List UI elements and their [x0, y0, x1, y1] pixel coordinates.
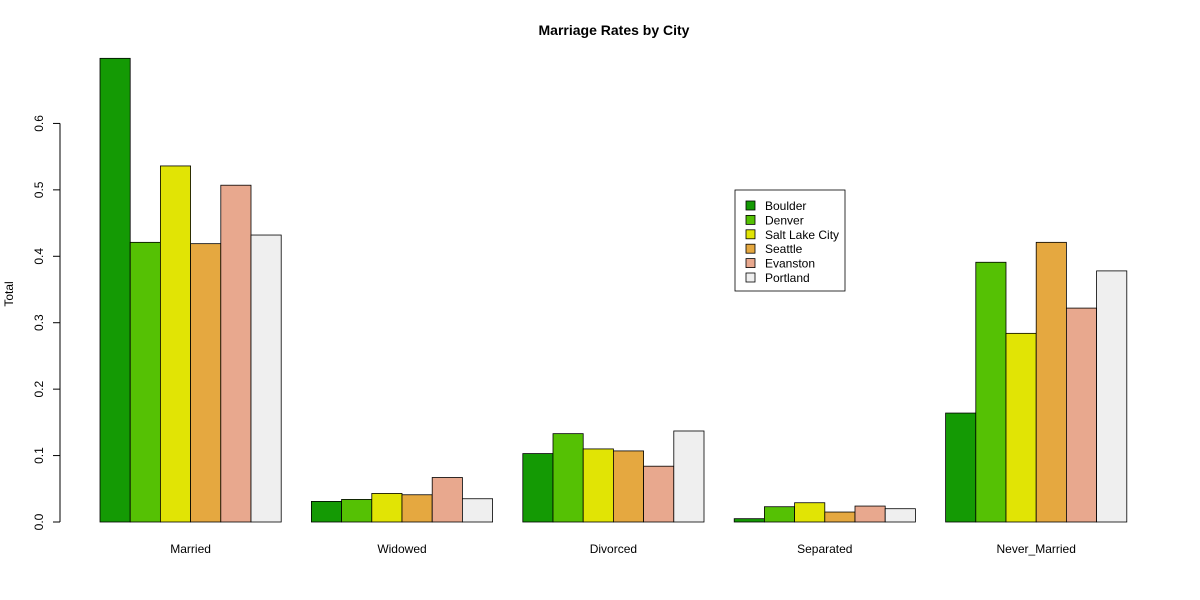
legend-swatch: [745, 272, 756, 283]
category-label: Married: [170, 542, 211, 556]
category-label: Widowed: [377, 542, 426, 556]
legend-swatch: [745, 243, 756, 254]
bar-evanston-separated: [854, 505, 886, 523]
chart-title: Marriage Rates by City: [539, 22, 690, 38]
y-tick-label: 0.1: [32, 447, 46, 464]
bar-boulder-never_married: [945, 412, 977, 523]
bar-boulder-divorced: [522, 453, 554, 523]
y-axis: 0.0 0.1 0.2 0.3 0.4 0.5 0.6: [32, 115, 61, 530]
y-tick-label: 0.4: [32, 248, 46, 265]
category-label: Divorced: [590, 542, 637, 556]
legend-label: Evanston: [765, 257, 815, 271]
bar-boulder-married: [99, 57, 131, 523]
bar-salt-lake-city-separated: [794, 502, 826, 523]
legend-label: Salt Lake City: [765, 228, 839, 242]
bar-boulder-separated: [733, 518, 765, 523]
legend-swatch: [745, 200, 756, 211]
bar-seattle-divorced: [613, 450, 645, 523]
bar-portland-widowed: [461, 498, 493, 523]
bar-evanston-widowed: [431, 477, 463, 523]
bar-denver-separated: [764, 506, 796, 523]
bar-denver-married: [129, 241, 161, 523]
category-label: Separated: [797, 542, 852, 556]
bar-salt-lake-city-widowed: [371, 493, 403, 523]
y-tick-label: 0.0: [32, 513, 46, 530]
y-tick-label: 0.5: [32, 181, 46, 198]
y-tick-label: 0.2: [32, 380, 46, 397]
y-tick-label: 0.6: [32, 115, 46, 132]
bar-portland-separated: [884, 508, 916, 523]
bars-group: [99, 57, 1128, 523]
legend-swatch: [745, 214, 756, 225]
legend-swatch: [745, 229, 756, 240]
bar-evanston-married: [220, 184, 252, 523]
legend-label: Denver: [765, 213, 804, 227]
y-axis-label: Total: [2, 281, 16, 306]
y-tick-label: 0.3: [32, 314, 46, 331]
bar-evanston-divorced: [643, 465, 675, 523]
bar-portland-married: [250, 234, 282, 523]
legend-label: Seattle: [765, 242, 803, 256]
bar-seattle-widowed: [401, 494, 433, 523]
bar-seattle-separated: [824, 511, 856, 523]
category-labels: Married Widowed Divorced Separated Never_Mar…: [170, 542, 1076, 556]
bar-salt-lake-city-married: [159, 165, 191, 523]
bar-denver-widowed: [341, 499, 373, 523]
bar-boulder-widowed: [310, 501, 342, 523]
bar-denver-divorced: [552, 433, 584, 523]
bar-portland-never_married: [1096, 270, 1128, 523]
bar-denver-never_married: [975, 261, 1007, 523]
bar-portland-divorced: [673, 430, 705, 523]
bar-seattle-never_married: [1035, 241, 1067, 523]
legend-label: Boulder: [765, 199, 806, 213]
legend-swatch: [745, 258, 756, 269]
bar-seattle-married: [190, 243, 222, 523]
bar-salt-lake-city-never_married: [1005, 332, 1037, 523]
category-label: Never_Married: [997, 542, 1076, 556]
legend-label: Portland: [765, 271, 810, 285]
bar-salt-lake-city-divorced: [582, 448, 614, 523]
bar-evanston-never_married: [1066, 307, 1098, 523]
